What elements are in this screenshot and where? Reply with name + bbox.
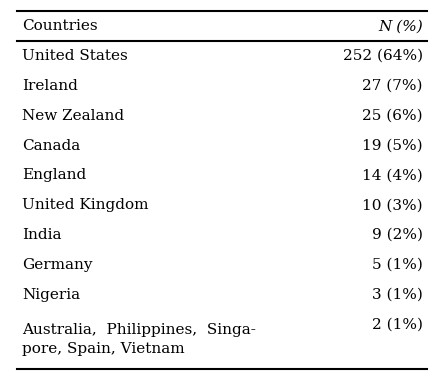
Text: Countries: Countries [22,19,97,33]
Text: New Zealand: New Zealand [22,109,124,123]
Text: Australia,  Philippines,  Singa-
pore, Spain, Vietnam: Australia, Philippines, Singa- pore, Spa… [22,323,255,356]
Text: 10 (3%): 10 (3%) [362,198,423,212]
Text: N (%): N (%) [378,19,423,33]
Text: 14 (4%): 14 (4%) [362,169,423,182]
Text: India: India [22,228,61,242]
Text: 25 (6%): 25 (6%) [362,109,423,123]
Text: Canada: Canada [22,139,80,153]
Text: 252 (64%): 252 (64%) [343,49,423,63]
Text: Ireland: Ireland [22,79,78,93]
Text: Germany: Germany [22,258,92,272]
Text: United Kingdom: United Kingdom [22,198,148,212]
Text: 5 (1%): 5 (1%) [372,258,423,272]
Text: Nigeria: Nigeria [22,288,80,302]
Text: 2 (1%): 2 (1%) [372,318,423,332]
Text: 27 (7%): 27 (7%) [362,79,423,93]
Text: 3 (1%): 3 (1%) [372,288,423,302]
Text: 19 (5%): 19 (5%) [362,139,423,153]
Text: United States: United States [22,49,128,63]
Text: 9 (2%): 9 (2%) [372,228,423,242]
Text: England: England [22,169,86,182]
